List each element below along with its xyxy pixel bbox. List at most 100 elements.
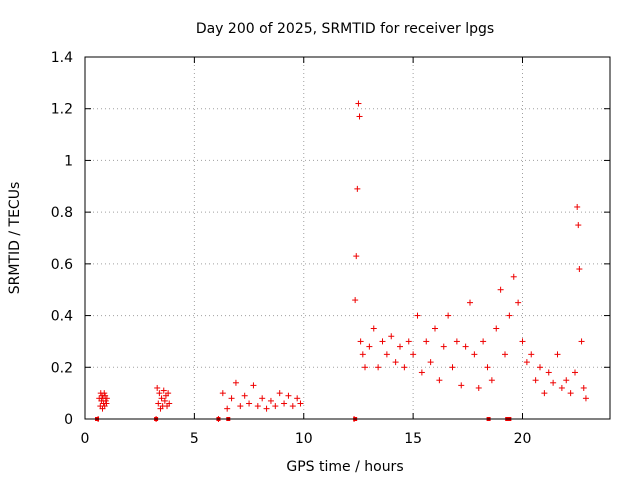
chart-title: Day 200 of 2025, SRMTID for receiver lpg… bbox=[196, 21, 494, 37]
data-point bbox=[537, 364, 543, 371]
data-point bbox=[103, 395, 110, 402]
data-point bbox=[532, 377, 539, 384]
data-point bbox=[453, 338, 460, 345]
data-point bbox=[297, 400, 304, 407]
data-point bbox=[156, 390, 163, 397]
data-point bbox=[397, 343, 403, 350]
data-point bbox=[519, 338, 526, 345]
data-point bbox=[563, 377, 570, 384]
grid-layer bbox=[85, 57, 610, 419]
data-point bbox=[528, 351, 535, 358]
data-point bbox=[161, 397, 168, 404]
data-point bbox=[545, 369, 552, 376]
data-point bbox=[582, 395, 589, 402]
data-point bbox=[370, 325, 377, 332]
data-point bbox=[574, 203, 581, 210]
data-point bbox=[467, 299, 473, 306]
data-point bbox=[462, 343, 469, 350]
data-point bbox=[497, 286, 504, 293]
data-point bbox=[480, 338, 487, 345]
data-point bbox=[250, 382, 257, 389]
data-point bbox=[510, 273, 517, 280]
data-point bbox=[523, 359, 530, 366]
data-point bbox=[281, 400, 288, 407]
data-point bbox=[154, 384, 161, 391]
x-tick-label: 5 bbox=[190, 431, 199, 447]
data-point bbox=[102, 397, 109, 404]
y-tick-label: 0.6 bbox=[51, 257, 73, 273]
y-tick-label: 1.4 bbox=[51, 50, 73, 66]
y-tick-label: 0.8 bbox=[51, 205, 73, 221]
data-point bbox=[576, 266, 583, 273]
data-point bbox=[357, 338, 364, 345]
data-point bbox=[427, 359, 434, 366]
data-point bbox=[383, 351, 390, 358]
data-point bbox=[219, 390, 226, 397]
data-point bbox=[388, 333, 395, 340]
data-point bbox=[267, 397, 274, 404]
data-point bbox=[101, 390, 108, 397]
data-point bbox=[285, 392, 292, 399]
x-tick-label: 10 bbox=[295, 431, 313, 447]
data-point bbox=[232, 379, 239, 386]
data-point bbox=[263, 405, 270, 412]
data-point bbox=[289, 403, 296, 410]
data-point bbox=[449, 364, 456, 371]
data-point bbox=[158, 395, 165, 402]
y-tick-label: 1.2 bbox=[51, 102, 73, 118]
data-point bbox=[471, 351, 478, 358]
data-point bbox=[276, 390, 283, 397]
data-point bbox=[580, 384, 587, 391]
data-point bbox=[166, 400, 173, 407]
data-point bbox=[272, 403, 279, 410]
data-point bbox=[237, 403, 244, 410]
plot-frame bbox=[84, 56, 611, 420]
tick-layer: 0 0.2 0.4 0.6 0.8 1 1.2 1.4 0 5 10 15 20 bbox=[51, 50, 610, 447]
data-point bbox=[558, 384, 565, 391]
data-point bbox=[246, 400, 253, 407]
data-point bbox=[458, 382, 465, 389]
data-point bbox=[362, 364, 368, 371]
data-point bbox=[572, 369, 578, 376]
data-point bbox=[554, 351, 561, 358]
data-point bbox=[423, 338, 430, 345]
data-point bbox=[414, 312, 421, 319]
data-point bbox=[355, 100, 362, 107]
data-point bbox=[294, 395, 301, 402]
data-point bbox=[392, 359, 399, 366]
data-point bbox=[567, 390, 574, 397]
y-tick-label: 0.2 bbox=[51, 360, 73, 376]
data-point bbox=[440, 343, 447, 350]
x-tick-label: 0 bbox=[81, 431, 90, 447]
y-tick-label: 1 bbox=[64, 153, 73, 169]
data-point bbox=[488, 377, 495, 384]
data-point bbox=[224, 405, 231, 412]
data-point bbox=[352, 297, 359, 304]
data-point bbox=[432, 325, 438, 332]
data-point bbox=[578, 338, 585, 345]
data-point bbox=[436, 377, 443, 384]
data-point bbox=[541, 390, 548, 397]
data-point bbox=[515, 299, 522, 306]
data-point bbox=[259, 395, 266, 402]
data-point bbox=[359, 351, 366, 358]
data-point bbox=[353, 253, 360, 260]
data-point bbox=[356, 113, 363, 120]
data-point bbox=[445, 312, 452, 319]
data-point bbox=[410, 351, 417, 358]
data-point bbox=[254, 403, 261, 410]
data-point bbox=[165, 390, 172, 397]
data-point bbox=[418, 369, 425, 376]
data-point bbox=[241, 392, 248, 399]
data-point bbox=[354, 185, 361, 192]
y-tick-label: 0.4 bbox=[51, 309, 73, 325]
data-point bbox=[550, 379, 557, 386]
x-tick-label: 15 bbox=[404, 431, 422, 447]
data-point bbox=[160, 387, 167, 394]
data-point bbox=[375, 364, 382, 371]
data-point bbox=[405, 338, 412, 345]
data-point bbox=[475, 384, 482, 391]
data-point bbox=[506, 312, 513, 319]
